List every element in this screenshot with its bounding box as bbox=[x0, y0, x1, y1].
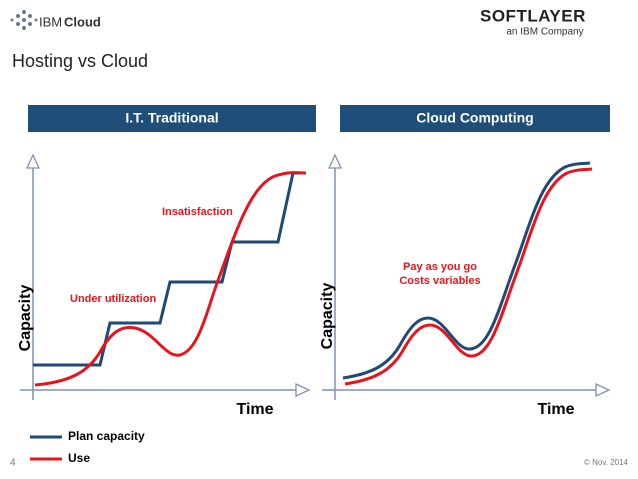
panel-heading: Cloud Computing bbox=[416, 110, 533, 126]
ibm-cloud-logo: IBM Cloud bbox=[10, 10, 101, 30]
annotation: Insatisfaction bbox=[162, 206, 233, 218]
footer-date: © Nov. 2014 bbox=[584, 458, 629, 467]
annotation: Under utilization bbox=[70, 293, 156, 305]
annotation: Pay as you go bbox=[403, 261, 477, 273]
y-axis-label: Capacity bbox=[319, 283, 336, 350]
traditional-diagram: Capacity Time Insatisfaction Under utili… bbox=[17, 153, 311, 418]
plan-capacity-line bbox=[33, 171, 306, 367]
panel-heading-box bbox=[340, 105, 610, 132]
axis-arrow bbox=[25, 153, 41, 169]
legend-label: Plan capacity bbox=[68, 429, 145, 443]
axis-arrow bbox=[295, 382, 311, 398]
logo-product: Cloud bbox=[64, 14, 101, 29]
slide-title: Hosting vs Cloud bbox=[12, 51, 148, 71]
x-axis-label: Time bbox=[537, 401, 574, 418]
legend-label: Use bbox=[68, 451, 90, 465]
x-axis-label: Time bbox=[236, 401, 273, 418]
use-line bbox=[34, 171, 307, 387]
annotation: Costs variables bbox=[399, 275, 480, 287]
legend: Plan capacity Use bbox=[30, 429, 145, 465]
logo-brand: IBM bbox=[39, 14, 62, 29]
softlayer-logo: SOFTLAYER bbox=[480, 6, 586, 25]
page-number: 4 bbox=[10, 458, 16, 469]
axis-arrow bbox=[595, 382, 611, 398]
plan-capacity-line bbox=[342, 161, 591, 380]
axis-arrow bbox=[327, 153, 343, 169]
panel-heading: I.T. Traditional bbox=[125, 110, 218, 126]
use-line bbox=[344, 167, 593, 386]
softlayer-tagline: an IBM Company bbox=[506, 27, 583, 38]
cloud-diagram: Capacity Time Pay as you go Costs variab… bbox=[319, 153, 611, 418]
panel-heading-box bbox=[28, 105, 316, 132]
y-axis-label: Capacity bbox=[17, 285, 34, 352]
